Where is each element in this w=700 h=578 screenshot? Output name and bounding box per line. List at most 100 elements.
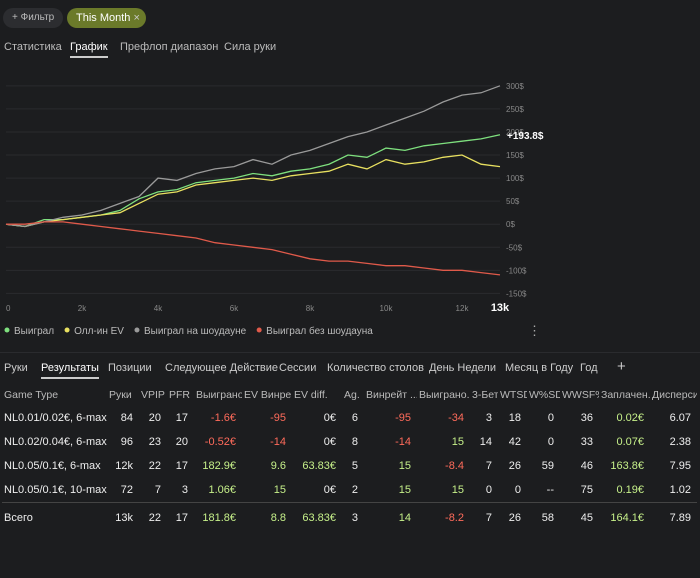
y-tick-label: 100$ <box>506 174 524 183</box>
legend-dot <box>64 327 70 333</box>
table-cell: 72 <box>120 484 133 496</box>
column-header[interactable]: Game Type <box>4 389 59 401</box>
bottom-tab[interactable]: Результаты <box>41 362 99 379</box>
active-filter[interactable]: This Month × <box>67 8 146 28</box>
bottom-tab[interactable]: Сессии <box>279 362 317 374</box>
table-cell: 0€ <box>323 436 336 448</box>
y-tick-label: -150$ <box>506 289 527 298</box>
bottom-tab[interactable]: Год <box>580 362 598 374</box>
filter-label: This Month <box>76 12 131 24</box>
bottom-tab[interactable]: Руки <box>4 362 28 374</box>
bottom-tab[interactable]: Следующее Действие <box>165 362 278 374</box>
table-cell: 0.02€ <box>616 412 644 424</box>
table-cell: -0.52€ <box>204 436 236 448</box>
column-header[interactable]: 3-Бет <box>472 389 498 401</box>
table-cell: 9.6 <box>270 460 286 472</box>
legend-label: Выиграл <box>14 326 54 337</box>
table-cell: 17 <box>167 502 194 533</box>
table-cell: 33 <box>580 436 593 448</box>
table-cell: 7 <box>485 460 492 472</box>
y-tick-label: 300$ <box>506 82 524 91</box>
column-header[interactable]: WTSD <box>500 389 527 401</box>
tab[interactable]: Статистика <box>4 41 62 53</box>
column-header[interactable]: W%SD <box>529 389 560 401</box>
column-header[interactable]: Выиграно... <box>419 389 470 401</box>
series-line <box>5 154 501 228</box>
bottom-tab[interactable]: Позиции <box>108 362 152 374</box>
table-cell: 0 <box>514 484 521 496</box>
table-cell: -95 <box>395 412 411 424</box>
table-cell: 14 <box>364 502 417 533</box>
tab-active[interactable]: График <box>70 41 108 58</box>
bottom-tab[interactable]: + <box>617 358 626 375</box>
column-header[interactable]: Ag. <box>344 389 360 401</box>
table-cell: 0 <box>547 412 554 424</box>
column-header[interactable]: EV Винре... <box>244 389 292 401</box>
x-tick-label: 10k <box>380 304 394 313</box>
legend-label: Олл-ин EV <box>74 326 124 337</box>
tab[interactable]: Сила руки <box>224 41 277 53</box>
table-cell: 2.38 <box>669 436 691 448</box>
table-cell: 36 <box>580 412 593 424</box>
filter-button[interactable]: + Фильтр <box>3 8 64 28</box>
table-cell: -95 <box>270 412 286 424</box>
chart: -150$ -100$ -50$ 0$ 50$ 100$ 150$ 200$ 250$ 300$ 0… <box>4 82 544 337</box>
bottom-tab[interactable]: День Недели <box>429 362 496 374</box>
x-tick-label: 2k <box>78 304 87 313</box>
table-cell: 26 <box>508 460 521 472</box>
menu-icon[interactable]: ⋮ <box>528 323 541 338</box>
table-cell: 7 <box>470 502 498 533</box>
table-cell: 59 <box>541 460 554 472</box>
table-cell: 84 <box>120 412 133 424</box>
x-tick-label: 4k <box>154 304 163 313</box>
table-cell: 18 <box>508 412 521 424</box>
table-cell: 2 <box>351 484 358 496</box>
table-cell: NL0.01/0.02€, 6-max <box>4 412 107 424</box>
table-cell: 3 <box>181 484 188 496</box>
table-cell: 63.83€ <box>292 502 342 533</box>
table-cell: 12k <box>115 460 133 472</box>
bottom-tab[interactable]: Месяц в Году <box>505 362 574 374</box>
column-header[interactable]: Винрейт ... <box>366 389 417 401</box>
table-row: NL0.05/0.1€, 10-max 72 7 3 1.06€ 15 0€ 2 15 15 0 0 -… <box>2 478 697 503</box>
x-tick-label: 8k <box>306 304 315 313</box>
y-tick-label: 250$ <box>506 105 524 114</box>
x-tick-label: 0 <box>6 304 11 313</box>
table-cell: 15 <box>273 484 286 496</box>
table-cell: NL0.05/0.1€, 6-max <box>4 460 101 472</box>
x-tick-label: 6k <box>230 304 239 313</box>
table-cell: 45 <box>560 502 599 533</box>
column-header[interactable]: WWSF% <box>562 389 599 401</box>
table-cell: 8.8 <box>242 502 292 533</box>
table-row: NL0.02/0.04€, 6-max 96 23 20 -0.52€ -14 0€ 8 -14… <box>2 430 697 454</box>
column-header[interactable]: Заплачен... <box>601 389 650 401</box>
table-cell: 17 <box>175 460 188 472</box>
table-cell: 75 <box>580 484 593 496</box>
column-header[interactable]: Руки <box>109 389 132 401</box>
bottom-tab[interactable]: Количество столов <box>327 362 424 374</box>
column-header[interactable]: EV diff. <box>294 389 328 401</box>
remove-filter[interactable]: × <box>133 12 140 24</box>
table-cell: 181.8€ <box>194 502 242 533</box>
column-header[interactable]: VPIP <box>141 389 165 401</box>
table-cell: 96 <box>120 436 133 448</box>
table-cell: -14 <box>270 436 286 448</box>
legend-label: Выиграл без шоудауна <box>266 325 373 337</box>
column-header[interactable]: Выиграно <box>196 389 242 401</box>
table-cell: 6 <box>351 412 358 424</box>
table-cell: 42 <box>508 436 521 448</box>
table-cell: 7.95 <box>669 460 691 472</box>
series-line <box>6 221 501 276</box>
column-header[interactable]: PFR <box>169 389 190 401</box>
table-cell: 15 <box>451 436 464 448</box>
y-tick-label: 0$ <box>506 220 515 229</box>
table-cell: 0 <box>485 484 492 496</box>
table-cell: 7.89 <box>650 502 697 533</box>
tab[interactable]: Префлоп диапазон <box>120 41 219 53</box>
table-cell: 20 <box>175 436 188 448</box>
divider <box>0 352 700 353</box>
column-header[interactable]: Дисперси... <box>652 389 697 401</box>
table-row: NL0.05/0.1€, 6-max 12k 22 17 182.9€ 9.6 63.83€… <box>2 454 697 478</box>
